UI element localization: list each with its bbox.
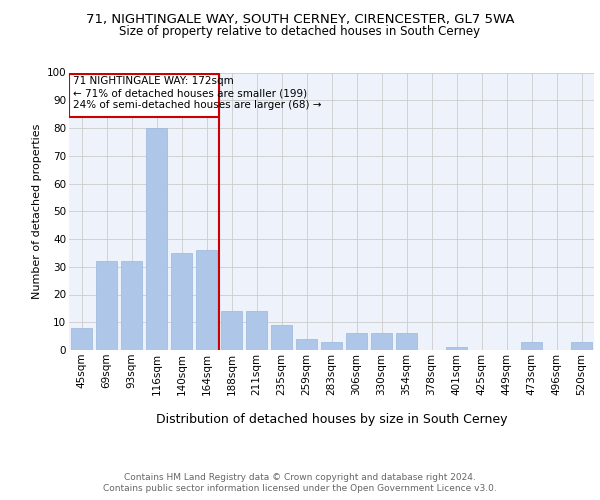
Text: 71 NIGHTINGALE WAY: 172sqm: 71 NIGHTINGALE WAY: 172sqm [73, 76, 233, 86]
Text: ← 71% of detached houses are smaller (199): ← 71% of detached houses are smaller (19… [73, 88, 307, 99]
Text: 71, NIGHTINGALE WAY, SOUTH CERNEY, CIRENCESTER, GL7 5WA: 71, NIGHTINGALE WAY, SOUTH CERNEY, CIREN… [86, 12, 514, 26]
Text: Contains HM Land Registry data © Crown copyright and database right 2024.: Contains HM Land Registry data © Crown c… [124, 472, 476, 482]
Bar [271, 325, 292, 350]
Bar [571, 342, 592, 350]
Bar [71, 328, 92, 350]
Text: Contains public sector information licensed under the Open Government Licence v3: Contains public sector information licen… [103, 484, 497, 493]
Bar [346, 334, 367, 350]
Bar [246, 311, 267, 350]
Text: Distribution of detached houses by size in South Cerney: Distribution of detached houses by size … [156, 412, 507, 426]
Bar [96, 261, 117, 350]
Bar [521, 342, 542, 350]
Text: 24% of semi-detached houses are larger (68) →: 24% of semi-detached houses are larger (… [73, 100, 321, 110]
FancyBboxPatch shape [69, 74, 219, 117]
Bar [296, 339, 317, 350]
Text: Size of property relative to detached houses in South Cerney: Size of property relative to detached ho… [119, 25, 481, 38]
Bar [196, 250, 217, 350]
Bar [396, 334, 417, 350]
Bar [121, 261, 142, 350]
Y-axis label: Number of detached properties: Number of detached properties [32, 124, 43, 299]
Bar [321, 342, 342, 350]
Bar [371, 334, 392, 350]
Bar [171, 253, 192, 350]
Bar [221, 311, 242, 350]
Bar [146, 128, 167, 350]
Bar [446, 347, 467, 350]
